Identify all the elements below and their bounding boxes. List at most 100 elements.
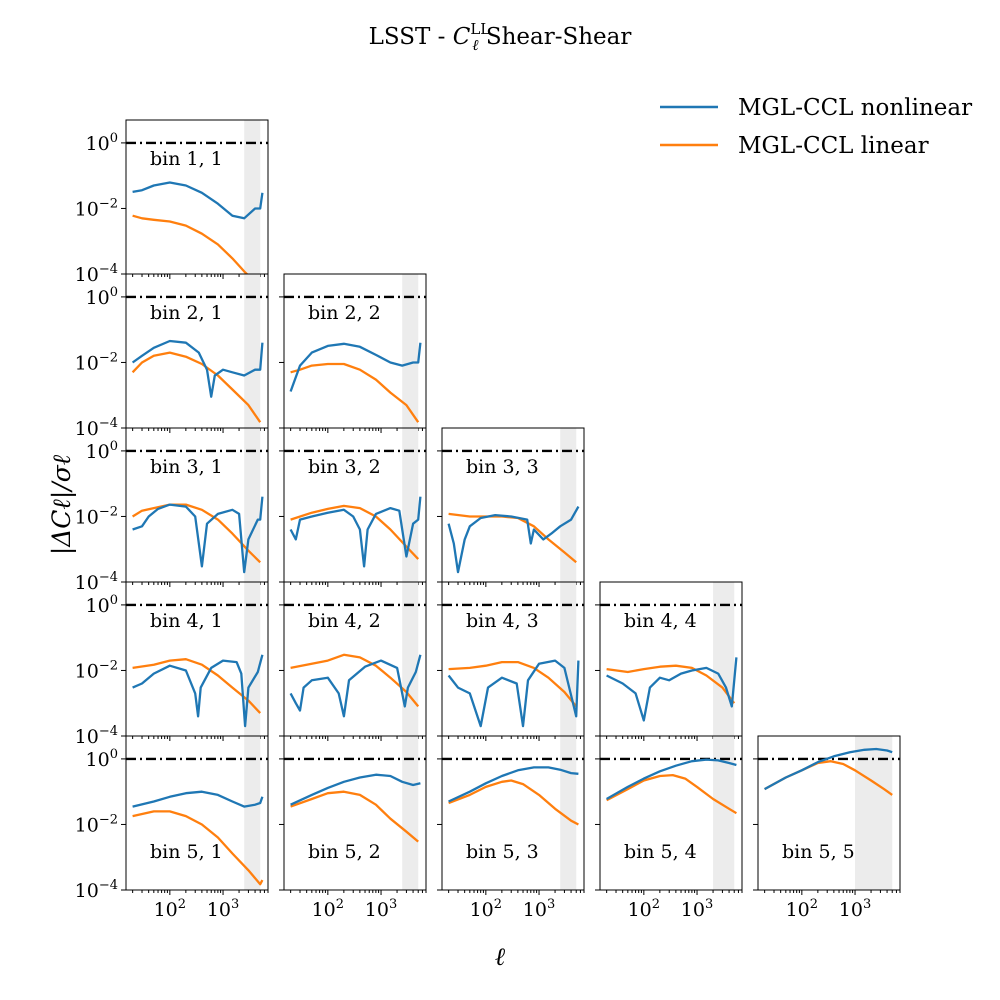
panel-label: bin 1, 1	[150, 148, 223, 170]
legend-label-nonlinear: MGL-CCL nonlinear	[738, 95, 972, 121]
series-nonlinear-line	[131, 339, 264, 398]
y-tick-label: 100	[86, 439, 118, 463]
panel-bin-3-1: 100 10−2 10−4 bin 3, 1	[75, 427, 269, 594]
panel-bin-1-1: 100 10−2 10−4 bin 1, 1	[75, 119, 269, 286]
series-linear-line	[131, 503, 262, 564]
series-nonlinear-line	[132, 654, 264, 728]
x-tick-label: 103	[523, 897, 555, 921]
y-tick-label: 10−4	[75, 878, 118, 902]
x-tick-label: 102	[470, 897, 502, 921]
panel-frame	[757, 735, 901, 891]
panel-bin-5-3: 102 103 bin 5, 3	[437, 735, 585, 921]
x-tick-label: 103	[207, 897, 239, 921]
series-nonlinear-line	[448, 766, 579, 803]
shaded-region	[402, 274, 419, 428]
shaded-region	[402, 428, 419, 582]
panel-label: bin 4, 3	[466, 610, 539, 632]
shaded-region	[713, 736, 735, 890]
series-linear-line	[448, 512, 577, 564]
y-axis-label: |ΔCℓ|/σℓ	[47, 454, 77, 555]
shaded-region	[244, 120, 261, 274]
panel-bin-4-3: bin 4, 3	[437, 581, 585, 741]
panel-bin-2-2: bin 2, 2	[279, 273, 427, 433]
panel-bin-5-1: 100 10−2 10−4 102 103 bin 5, 1	[75, 735, 269, 921]
title-symbol: C	[453, 24, 471, 50]
series-nonlinear-line	[606, 657, 738, 722]
panel-bin-5-5: 102 103 bin 5, 5	[753, 735, 901, 921]
panel-label: bin 3, 2	[308, 456, 381, 478]
series-linear-line	[132, 810, 264, 886]
series-nonlinear-line	[289, 654, 422, 718]
panel-frame	[599, 735, 743, 891]
series-nonlinear-line	[290, 773, 421, 806]
title-suffix: Shear-Shear	[479, 24, 632, 50]
panel-label: bin 3, 3	[466, 456, 539, 478]
y-tick-label: 100	[86, 747, 118, 771]
y-tick-label: 100	[86, 131, 118, 155]
series-linear-line	[131, 351, 262, 423]
y-tick-label: 10−2	[75, 504, 118, 528]
shaded-region	[402, 736, 419, 890]
panel-grid: 100 10−2 10−4 bin 1, 1 100 10−2 10−4 bin 2, 1 bi…	[75, 119, 901, 921]
x-tick-label: 103	[839, 897, 871, 921]
series-nonlinear-line	[289, 342, 422, 392]
series-nonlinear-line	[132, 496, 264, 574]
panel-bin-4-2: bin 4, 2	[279, 581, 427, 741]
series-linear-line	[448, 779, 579, 826]
panel-label: bin 2, 2	[308, 302, 381, 324]
panel-bin-3-3: bin 3, 3	[437, 427, 585, 587]
x-tick-label: 103	[681, 897, 713, 921]
shaded-region	[855, 736, 893, 890]
panel-label: bin 4, 2	[308, 610, 381, 632]
title-prefix: LSST -	[369, 24, 453, 50]
panel-label: bin 5, 5	[782, 841, 855, 863]
shaded-region	[560, 736, 577, 890]
panel-label: bin 5, 3	[466, 841, 539, 863]
x-tick-label: 102	[786, 897, 818, 921]
y-tick-label: 10−2	[75, 350, 118, 374]
series-linear-line	[290, 504, 420, 560]
panel-bin-4-4: bin 4, 4	[595, 581, 743, 741]
y-tick-label: 10−2	[75, 812, 118, 836]
shaded-region	[560, 428, 577, 582]
x-axis-label: ℓ	[495, 942, 506, 971]
panel-label: bin 4, 4	[624, 610, 697, 632]
panel-bin-4-1: 100 10−2 10−4 bin 4, 1	[75, 581, 269, 748]
legend-label-linear: MGL-CCL linear	[738, 133, 929, 159]
x-tick-label: 102	[312, 897, 344, 921]
panel-frame	[283, 735, 427, 891]
y-tick-label: 10−4	[75, 724, 118, 748]
series-linear-line	[606, 664, 736, 704]
series-linear-line	[290, 362, 420, 423]
panel-frame	[125, 735, 269, 891]
panel-label: bin 5, 1	[150, 841, 223, 863]
title-superscript: LL	[470, 20, 490, 38]
title-subscript: ℓ	[472, 36, 478, 54]
panel-bin-2-1: 100 10−2 10−4 bin 2, 1	[75, 273, 269, 440]
shaded-region	[244, 736, 261, 890]
panel-bin-5-4: 102 103 bin 5, 4	[595, 735, 743, 921]
series-nonlinear-line	[132, 181, 264, 220]
legend: MGL-CCL nonlinear MGL-CCL linear	[660, 95, 972, 159]
shaded-region	[244, 274, 261, 428]
x-tick-label: 102	[628, 897, 660, 921]
series-nonlinear-line	[606, 758, 737, 800]
series-linear-line	[606, 773, 737, 815]
x-tick-label: 103	[365, 897, 397, 921]
series-linear-line	[290, 790, 419, 843]
panel-frame	[441, 735, 585, 891]
panel-label: bin 4, 1	[150, 610, 223, 632]
panel-bin-5-2: 102 103 bin 5, 2	[279, 735, 427, 921]
series-nonlinear-line	[764, 747, 893, 791]
x-tick-label: 102	[154, 897, 186, 921]
series-nonlinear-line	[447, 506, 580, 574]
y-tick-label: 10−4	[75, 570, 118, 594]
y-tick-label: 10−2	[75, 196, 118, 220]
panel-label: bin 5, 2	[308, 841, 381, 863]
series-nonlinear-line	[132, 790, 264, 808]
series-nonlinear-line	[447, 659, 580, 728]
panel-bin-3-2: bin 3, 2	[279, 427, 427, 587]
y-tick-label: 10−4	[75, 416, 118, 440]
y-tick-label: 10−4	[75, 262, 118, 286]
